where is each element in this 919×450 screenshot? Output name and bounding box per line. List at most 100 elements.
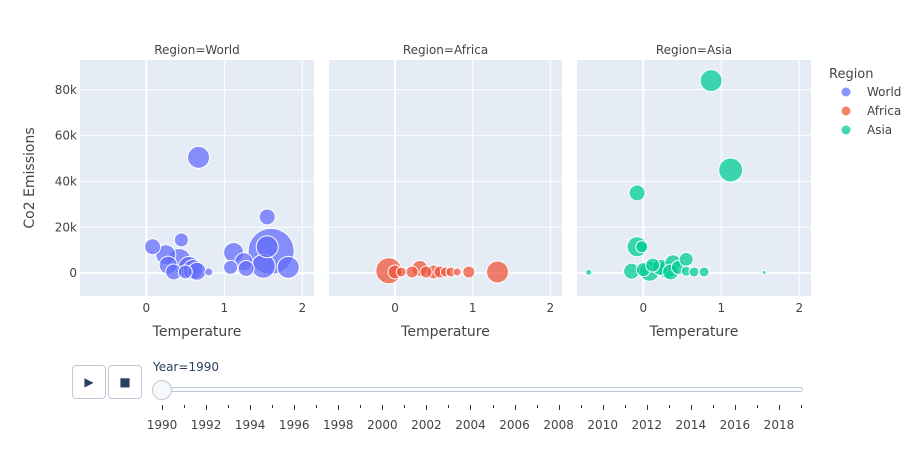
x-tick-label: 2 xyxy=(298,301,306,315)
plot-background xyxy=(329,60,562,296)
slider-year-label[interactable]: 1992 xyxy=(190,418,222,432)
x-tick-label: 0 xyxy=(639,301,647,315)
slider-year-label[interactable]: 2002 xyxy=(411,418,442,432)
slider-year-label[interactable]: 1994 xyxy=(234,418,266,432)
bubble-world xyxy=(177,264,193,280)
legend-marker-asia xyxy=(840,124,852,136)
legend-title: Region xyxy=(829,67,874,82)
bubble-asia xyxy=(635,240,649,254)
slider-year-label[interactable]: 1996 xyxy=(278,418,310,432)
slider-year-label[interactable]: 2004 xyxy=(455,418,486,432)
slider-year-label[interactable]: 2012 xyxy=(631,418,663,432)
legend-marker-world xyxy=(840,86,852,98)
play-icon: ▶ xyxy=(84,375,94,389)
x-tick-label: 0 xyxy=(391,301,399,315)
facet-title: Region=Africa xyxy=(403,43,488,57)
x-tick-label: 1 xyxy=(717,301,725,315)
y-tick-label: 40k xyxy=(55,174,77,188)
slider-year-label[interactable]: 2006 xyxy=(499,418,530,432)
y-tick-label: 80k xyxy=(55,83,77,97)
bubble-world xyxy=(276,255,300,279)
slider-year-label[interactable]: 2008 xyxy=(543,418,574,432)
plot-background xyxy=(577,60,811,296)
bubble-asia xyxy=(628,184,646,202)
slider-tick xyxy=(712,405,714,408)
slider-tick xyxy=(360,405,362,408)
bubble-world xyxy=(223,259,239,275)
slider-year-label[interactable]: 2000 xyxy=(367,418,398,432)
bubble-world xyxy=(144,238,162,256)
slider-tick xyxy=(690,405,692,410)
bubble-asia xyxy=(585,268,593,276)
bubble-world xyxy=(173,232,189,248)
x-tick-label: 2 xyxy=(547,301,555,315)
slider-tick xyxy=(734,405,736,410)
slider-year-label[interactable]: 1998 xyxy=(322,418,354,432)
slider-year-label[interactable]: 2018 xyxy=(763,418,795,432)
slider-tick xyxy=(756,405,758,408)
bubble-asia xyxy=(699,69,723,93)
slider-tick xyxy=(250,405,252,410)
slider-tick xyxy=(470,405,472,410)
slider-tick xyxy=(514,405,516,410)
slider-tick xyxy=(778,405,780,410)
legend-label-asia: Asia xyxy=(867,123,892,137)
x-axis-title: Temperature xyxy=(152,324,242,340)
slider-tick xyxy=(228,405,230,408)
bubble-africa xyxy=(395,266,407,278)
slider-tick xyxy=(294,405,296,410)
slider-year-label[interactable]: 2014 xyxy=(675,418,707,432)
slider-tick xyxy=(162,405,163,410)
bubble-africa xyxy=(462,265,476,279)
slider-year-label[interactable]: 1990 xyxy=(146,418,178,432)
x-axis-title: Temperature xyxy=(400,324,490,340)
slider-year-label[interactable]: 2010 xyxy=(587,418,618,432)
x-tick-label: 2 xyxy=(795,301,803,315)
stop-button[interactable]: ■ xyxy=(108,365,142,399)
slider-tick xyxy=(492,405,494,408)
legend-marker-africa xyxy=(840,105,852,117)
facet-title: Region=World xyxy=(154,43,240,57)
y-tick-label: 60k xyxy=(55,129,77,143)
legend-label-world: World xyxy=(867,85,901,99)
slider-tick xyxy=(206,405,208,410)
bubble-africa xyxy=(405,265,419,279)
x-tick-label: 0 xyxy=(142,301,150,315)
slider-tick xyxy=(801,405,802,408)
slider-tick xyxy=(624,405,626,408)
slider-tick xyxy=(646,405,648,410)
y-axis-title: Co2 Emissions xyxy=(22,127,38,228)
stop-icon: ■ xyxy=(119,375,131,389)
bubble-asia xyxy=(718,157,744,183)
year-slider-rail[interactable] xyxy=(162,387,803,392)
slider-tick xyxy=(580,405,582,408)
bubble-world xyxy=(258,208,276,226)
bubble-asia xyxy=(761,269,767,275)
bubble-world xyxy=(255,235,279,259)
bubble-world xyxy=(204,267,214,277)
bubble-asia xyxy=(645,257,661,273)
slider-tick xyxy=(404,405,406,408)
bubble-africa xyxy=(452,267,462,277)
slider-tick xyxy=(668,405,670,408)
bubble-world xyxy=(187,145,211,169)
bubble-africa xyxy=(419,265,433,279)
slider-tick xyxy=(448,405,450,408)
y-tick-label: 20k xyxy=(55,220,77,234)
slider-tick xyxy=(338,405,340,410)
bubble-asia xyxy=(678,251,694,267)
facet-title: Region=Asia xyxy=(656,43,732,57)
slider-tick xyxy=(602,405,604,410)
slider-tick xyxy=(536,405,538,408)
bubble-world xyxy=(250,253,276,279)
slider-tick xyxy=(316,405,318,408)
bubble-asia xyxy=(688,266,700,278)
play-button[interactable]: ▶ xyxy=(72,365,106,399)
slider-year-label[interactable]: 2016 xyxy=(719,418,751,432)
legend-label-africa: Africa xyxy=(867,104,901,118)
slider-tick xyxy=(426,405,428,410)
year-slider-handle[interactable] xyxy=(152,380,172,400)
x-tick-label: 1 xyxy=(469,301,477,315)
bubble-world xyxy=(237,260,255,278)
